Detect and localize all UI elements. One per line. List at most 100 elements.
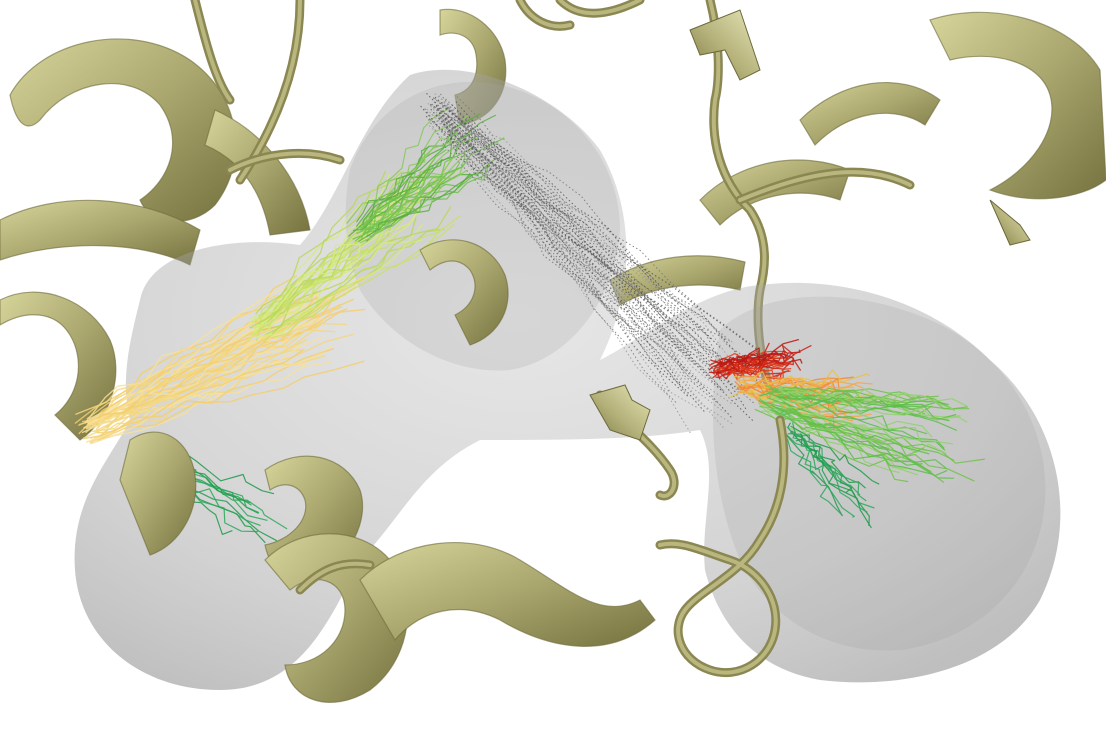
trajectory-line (758, 399, 928, 435)
ligand-trajectories (74, 92, 985, 544)
helix-top-right-b (929, 11, 1106, 200)
trajectory-line (361, 137, 477, 223)
trajectory-line (438, 107, 714, 360)
trajectory-line (426, 108, 696, 385)
trajectory-line (439, 117, 726, 431)
trajectory-line (96, 347, 335, 434)
trace-bundle-right-darkgreen (778, 422, 880, 529)
trajectory-line (363, 114, 468, 225)
trajectory-line (361, 128, 454, 228)
loop-tube-highlight-8 (558, 0, 642, 16)
trajectory-line (425, 115, 689, 397)
trajectory-line (428, 125, 692, 435)
trajectory-line (799, 433, 870, 527)
trajectory-line (431, 113, 687, 372)
trajectory-line (426, 92, 699, 331)
trajectory-line (784, 432, 855, 518)
helix-upper-mid (204, 109, 311, 236)
trajectory-line (771, 404, 930, 455)
trajectory-line (430, 119, 689, 397)
trajectory-line (432, 97, 713, 341)
trajectory-line (437, 114, 731, 381)
trajectory-line (751, 369, 871, 385)
trajectory-line (451, 113, 747, 379)
helix-top-left (9, 38, 237, 223)
trajectory-line (436, 120, 733, 405)
trajectory-line (352, 159, 443, 232)
trajectory-line (360, 165, 464, 238)
trajectory-line (447, 116, 747, 410)
trajectory-line (82, 349, 304, 440)
trajectory-line (94, 361, 333, 441)
trajectory-line (722, 352, 793, 373)
trajectory-line (776, 399, 953, 445)
trajectory-line (94, 307, 329, 433)
trajectory-line (85, 335, 324, 443)
trajectory-line (443, 114, 706, 413)
trajectory-line (769, 409, 932, 475)
trajectory-line (438, 112, 725, 392)
trajectory-line (436, 108, 720, 405)
trajectory-line (445, 117, 738, 402)
trace-bundle-left-lime (247, 158, 461, 343)
loop-tube-highlight-3 (228, 151, 342, 172)
trajectory-line (101, 322, 347, 436)
protein-ribbons-front (119, 239, 789, 704)
trajectory-line (256, 207, 422, 334)
beta-strand-top (689, 9, 761, 81)
trajectory-line (740, 377, 864, 389)
trajectory-line (424, 108, 671, 392)
beta-strand-right (989, 199, 1031, 246)
trajectory-line (346, 108, 449, 224)
loop-tube-highlight-9 (518, 0, 572, 29)
trajectory-line (718, 366, 792, 381)
helix-top-right-a (799, 81, 941, 146)
trajectory-line (781, 388, 956, 411)
trajectory-line (766, 397, 946, 451)
trajectory-line (357, 140, 453, 231)
trace-bundle-right-red (708, 338, 812, 385)
loop-tube-highlight-6 (658, 418, 786, 675)
trajectory-line (366, 173, 473, 238)
helix-lower-left (119, 431, 197, 556)
trajectory-line (367, 137, 505, 225)
helix-left-b (0, 291, 117, 441)
trajectory-line (754, 408, 909, 483)
trajectory-line (434, 98, 735, 345)
trajectory-line (273, 215, 461, 334)
trajectory-line (79, 302, 292, 426)
trajectory-line (440, 93, 696, 343)
helix-bottom-center (359, 542, 656, 647)
trace-bundle-right-green (754, 384, 985, 483)
trajectory-line (96, 360, 365, 442)
trajectory-line (742, 381, 862, 396)
trajectory-line (75, 292, 298, 416)
trajectory-line (441, 106, 745, 376)
trajectory-line (762, 400, 933, 438)
trajectory-line (445, 98, 724, 368)
trajectory-line (431, 103, 691, 380)
trajectory-line (790, 425, 880, 485)
trajectory-line (255, 239, 424, 338)
trajectory-line (430, 108, 680, 352)
beta-strand-center (589, 384, 651, 441)
trajectory-line (255, 170, 387, 315)
trace-bundle-channel (420, 92, 766, 435)
trajectory-line (446, 106, 759, 367)
trajectory-line (252, 201, 416, 336)
trajectory-line (258, 171, 403, 317)
trajectory-line (430, 103, 693, 357)
trajectory-line (456, 96, 766, 355)
helix-center (419, 239, 509, 346)
trajectory-line (444, 124, 734, 426)
trajectory-line (271, 206, 452, 335)
trajectory-line (783, 430, 843, 517)
trajectory-line (438, 114, 699, 409)
trajectory-line (420, 105, 673, 377)
trajectory-line (451, 104, 765, 356)
trajectory-line (435, 115, 725, 413)
loop-tube-highlight-1 (193, 0, 232, 102)
trajectory-line (775, 412, 945, 483)
